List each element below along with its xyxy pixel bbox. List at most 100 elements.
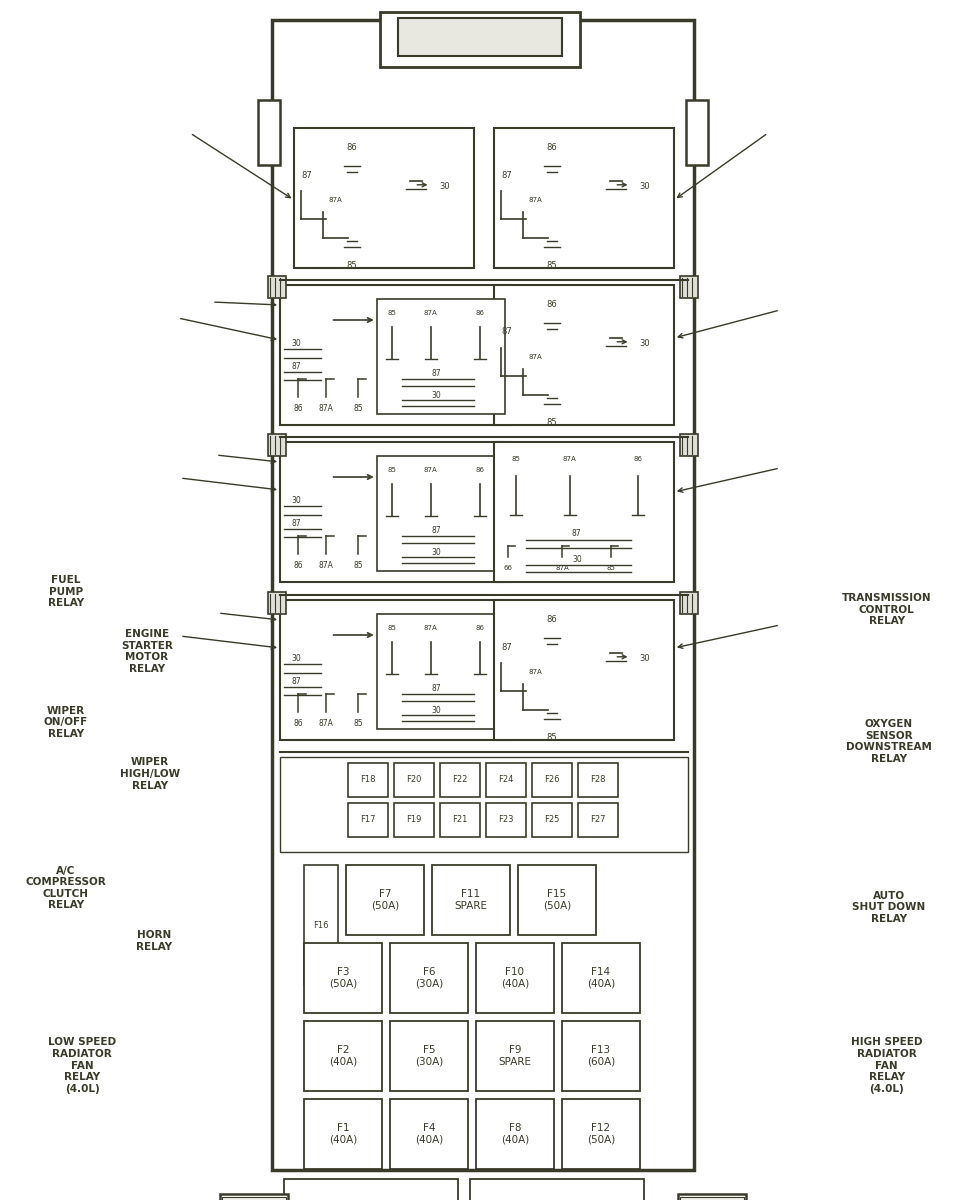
Bar <box>304 1099 382 1169</box>
Bar <box>268 592 286 614</box>
Text: 87: 87 <box>292 677 301 685</box>
Bar <box>272 20 694 1170</box>
Text: F27: F27 <box>590 816 606 824</box>
Bar <box>678 1194 746 1200</box>
Text: 30: 30 <box>440 182 450 191</box>
Bar <box>304 943 382 1013</box>
Bar <box>394 803 434 838</box>
Bar <box>486 763 526 797</box>
Text: F5
(30A): F5 (30A) <box>414 1045 443 1067</box>
Text: 87A: 87A <box>319 403 333 413</box>
Bar <box>680 434 698 456</box>
Text: 87A: 87A <box>424 467 438 473</box>
Text: F3
(50A): F3 (50A) <box>328 967 357 989</box>
Text: 86: 86 <box>346 143 357 152</box>
Text: HIGH SPEED
RADIATOR
FAN
RELAY
(4.0L): HIGH SPEED RADIATOR FAN RELAY (4.0L) <box>851 1037 923 1094</box>
Bar <box>390 1099 468 1169</box>
Text: 87A: 87A <box>319 560 333 570</box>
Text: 86: 86 <box>294 719 303 727</box>
Text: AUTO
SHUT DOWN
RELAY: AUTO SHUT DOWN RELAY <box>852 890 925 924</box>
Text: 87: 87 <box>301 170 312 180</box>
Text: 87A: 87A <box>424 625 438 631</box>
Text: 87A: 87A <box>528 670 542 674</box>
Text: ENGINE
STARTER
MOTOR
RELAY: ENGINE STARTER MOTOR RELAY <box>121 629 173 674</box>
Bar <box>476 943 554 1013</box>
Bar <box>532 803 572 838</box>
Bar <box>268 434 286 456</box>
Text: OXYGEN
SENSOR
DOWNSTREAM
RELAY: OXYGEN SENSOR DOWNSTREAM RELAY <box>846 719 931 764</box>
Text: 85: 85 <box>346 260 356 270</box>
Bar <box>440 763 480 797</box>
Bar <box>562 1099 640 1169</box>
Bar <box>494 600 674 740</box>
Text: 30: 30 <box>431 548 440 557</box>
Text: 87: 87 <box>292 518 301 528</box>
Bar <box>578 763 618 797</box>
Text: 30: 30 <box>431 706 440 715</box>
Text: 87: 87 <box>501 642 512 652</box>
Bar <box>494 128 674 268</box>
Text: WIPER
HIGH/LOW
RELAY: WIPER HIGH/LOW RELAY <box>120 757 180 791</box>
Text: F11
SPARE: F11 SPARE <box>454 889 488 911</box>
Text: 30: 30 <box>291 497 301 505</box>
Text: 86: 86 <box>475 467 484 473</box>
Text: 86: 86 <box>294 403 303 413</box>
Bar <box>518 865 596 935</box>
Text: F6
(30A): F6 (30A) <box>414 967 443 989</box>
Text: 85: 85 <box>387 625 396 631</box>
Bar <box>390 1021 468 1091</box>
Text: 85: 85 <box>354 719 363 727</box>
Text: 87A: 87A <box>328 197 342 203</box>
Text: 86: 86 <box>475 625 484 631</box>
Text: 86: 86 <box>546 143 557 152</box>
Text: 30: 30 <box>572 556 582 564</box>
Bar <box>284 1178 458 1200</box>
Text: F18: F18 <box>360 775 376 785</box>
Text: 87A: 87A <box>528 197 542 203</box>
Text: 86: 86 <box>546 300 557 310</box>
Text: 87A: 87A <box>424 310 438 316</box>
Bar <box>268 276 286 298</box>
Bar <box>476 1021 554 1091</box>
Text: 85: 85 <box>547 733 557 742</box>
Bar <box>494 284 674 425</box>
Text: WIPER
ON/OFF
RELAY: WIPER ON/OFF RELAY <box>43 706 88 739</box>
Text: F20: F20 <box>407 775 422 785</box>
Text: 66: 66 <box>504 565 513 571</box>
Text: 85: 85 <box>387 310 396 316</box>
Bar <box>280 284 510 425</box>
Text: F2
(40A): F2 (40A) <box>328 1045 357 1067</box>
Text: 30: 30 <box>639 654 650 664</box>
Bar <box>390 943 468 1013</box>
Text: 87A: 87A <box>319 719 333 727</box>
Bar <box>280 757 688 852</box>
Bar <box>380 12 580 67</box>
Text: F22: F22 <box>452 775 468 785</box>
Bar <box>476 1099 554 1169</box>
Text: F21: F21 <box>452 816 468 824</box>
Bar <box>686 100 708 164</box>
Text: F15
(50A): F15 (50A) <box>543 889 571 911</box>
Bar <box>578 803 618 838</box>
Bar <box>680 592 698 614</box>
Text: TRANSMISSION
CONTROL
RELAY: TRANSMISSION CONTROL RELAY <box>842 593 931 626</box>
Bar <box>494 442 674 582</box>
Bar <box>222 1198 286 1200</box>
Text: 86: 86 <box>546 616 557 624</box>
Text: 85: 85 <box>387 467 396 473</box>
Text: LOW SPEED
RADIATOR
FAN
RELAY
(4.0L): LOW SPEED RADIATOR FAN RELAY (4.0L) <box>48 1037 116 1094</box>
Text: F19: F19 <box>407 816 422 824</box>
Text: 87: 87 <box>431 526 440 535</box>
Bar <box>486 803 526 838</box>
Text: F24: F24 <box>498 775 514 785</box>
Bar <box>304 1021 382 1091</box>
Bar <box>346 865 424 935</box>
Bar <box>280 600 510 740</box>
Bar <box>348 803 388 838</box>
Bar <box>398 18 562 56</box>
Bar <box>304 865 338 985</box>
Text: 86: 86 <box>475 310 484 316</box>
Bar <box>440 803 480 838</box>
Bar <box>348 763 388 797</box>
Bar <box>294 128 474 268</box>
